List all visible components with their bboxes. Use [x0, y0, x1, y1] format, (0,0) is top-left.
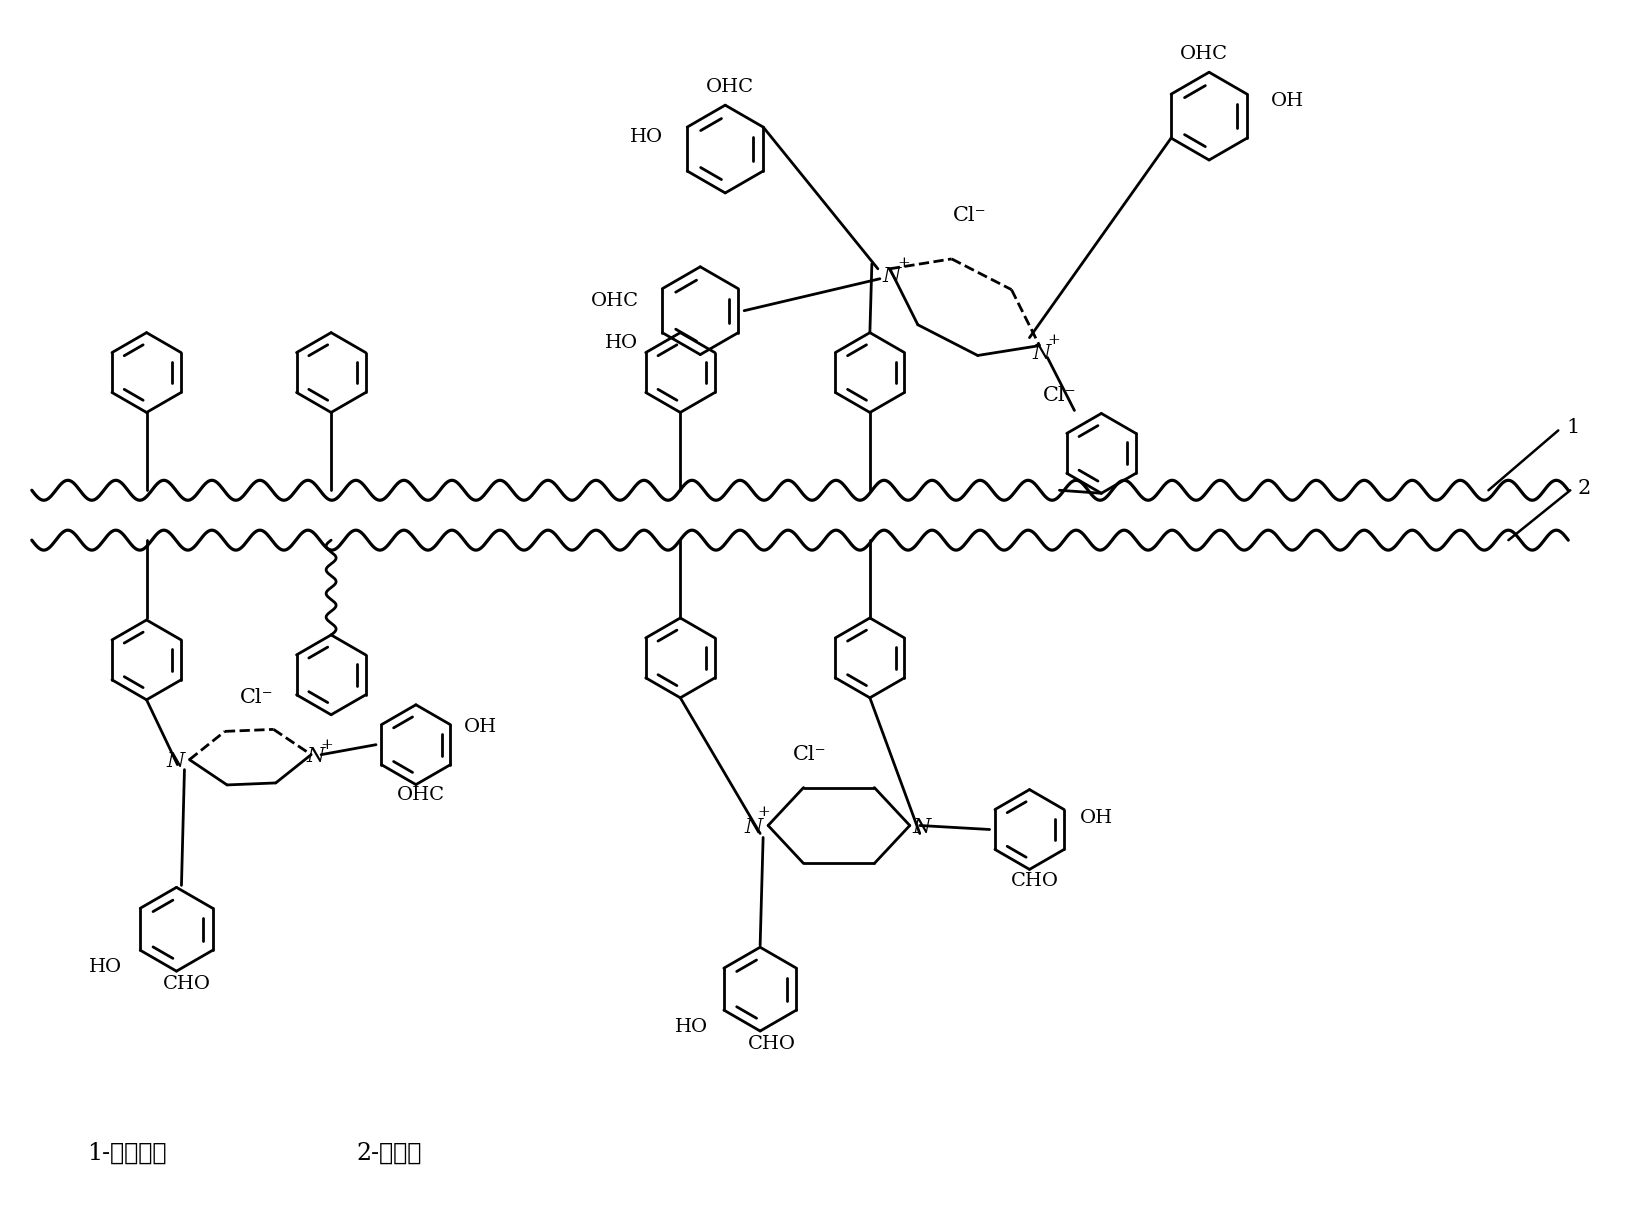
Text: N: N	[167, 753, 185, 771]
Text: +: +	[897, 256, 910, 270]
Text: Cl⁻: Cl⁻	[1042, 385, 1077, 405]
Text: Cl⁻: Cl⁻	[240, 688, 273, 708]
Text: HO: HO	[675, 1018, 708, 1036]
Text: CHO: CHO	[748, 1035, 796, 1053]
Text: +: +	[758, 805, 771, 818]
Text: 1: 1	[1567, 418, 1580, 436]
Text: N: N	[1033, 344, 1051, 364]
Text: 2: 2	[1577, 479, 1590, 498]
Text: N: N	[882, 268, 900, 286]
Text: HO: HO	[88, 959, 121, 976]
Text: OH: OH	[1080, 808, 1113, 827]
Text: OH: OH	[1271, 92, 1304, 110]
Text: OHC: OHC	[1180, 45, 1229, 63]
Text: OHC: OHC	[706, 79, 755, 96]
Text: CHO: CHO	[162, 976, 211, 993]
Text: OHC: OHC	[397, 785, 444, 804]
Text: +: +	[320, 738, 333, 751]
Text: N: N	[306, 747, 324, 766]
Text: Cl⁻: Cl⁻	[953, 206, 987, 225]
Text: OHC: OHC	[590, 292, 639, 310]
Text: N: N	[913, 818, 931, 837]
Text: 1-聚烯烃连: 1-聚烯烃连	[87, 1142, 167, 1165]
Text: OH: OH	[464, 718, 497, 736]
Text: +: +	[1047, 332, 1060, 347]
Text: HO: HO	[605, 333, 639, 351]
Text: CHO: CHO	[1010, 873, 1059, 891]
Text: 2-交联链: 2-交联链	[356, 1142, 422, 1165]
Text: N: N	[743, 818, 763, 837]
Text: Cl⁻: Cl⁻	[792, 745, 827, 764]
Text: HO: HO	[631, 128, 663, 147]
